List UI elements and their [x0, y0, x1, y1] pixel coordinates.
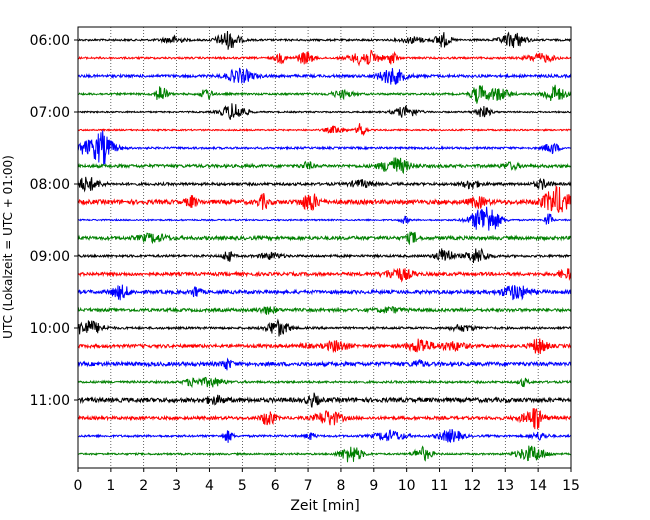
trace-0800	[77, 176, 572, 193]
trace-0930	[77, 284, 572, 301]
x-tick-label: 1	[106, 478, 115, 494]
x-tick-label: 3	[172, 478, 181, 494]
trace-0715	[77, 123, 572, 137]
y-axis-ticks: 06:00 07:00 08:00 09:00 10:00 11:00	[30, 33, 78, 409]
trace-1100	[77, 392, 572, 408]
trace-1130	[78, 428, 572, 443]
x-tick-label: 10	[398, 478, 416, 494]
x-tick-label: 6	[271, 478, 280, 494]
trace-0845	[77, 231, 572, 246]
x-tick-label: 4	[205, 478, 214, 494]
trace-0815	[77, 185, 572, 213]
x-tick-label: 13	[496, 478, 514, 494]
trace-1115	[77, 408, 572, 430]
x-tick-label: 11	[431, 478, 449, 494]
y-tick-label: 08:00	[30, 177, 70, 193]
x-axis-label: Zeit [min]	[290, 498, 359, 514]
trace-1145	[77, 445, 572, 463]
y-tick-label: 06:00	[30, 33, 70, 49]
x-tick-label: 5	[238, 478, 247, 494]
x-tick-label: 15	[562, 478, 580, 494]
trace-1045	[77, 376, 572, 389]
trace-0730	[77, 130, 572, 165]
trace-0645	[77, 84, 572, 104]
trace-0745	[77, 157, 572, 175]
trace-1000	[77, 318, 572, 337]
y-tick-label: 11:00	[30, 393, 70, 409]
x-tick-label: 9	[369, 478, 378, 494]
x-tick-label: 8	[336, 478, 345, 494]
x-tick-label: 2	[139, 478, 148, 494]
y-axis-label: UTC (Lokalzeit = UTC + 01:00)	[1, 155, 15, 339]
trace-0900	[77, 247, 572, 264]
y-tick-label: 07:00	[30, 105, 70, 121]
x-tick-label: 14	[529, 478, 547, 494]
trace-0830	[78, 206, 572, 231]
trace-0600	[77, 30, 572, 50]
trace-1015	[77, 338, 572, 355]
plot-frame	[77, 26, 572, 469]
trace-0700	[77, 103, 572, 120]
trace-0915	[77, 267, 572, 283]
y-tick-label: 10:00	[30, 321, 70, 337]
y-tick-label: 09:00	[30, 249, 70, 265]
trace-0615	[78, 49, 572, 67]
x-tick-label: 7	[304, 478, 313, 494]
trace-layer	[77, 30, 572, 463]
x-tick-label: 0	[74, 478, 83, 494]
x-tick-label: 12	[463, 478, 481, 494]
trace-0945	[77, 306, 572, 315]
trace-0630	[77, 67, 572, 86]
x-axis-ticks: 0 1 2 3 4 5 6 7 8 9 10 11 12 13 14 15	[74, 468, 580, 494]
trace-1030	[77, 357, 572, 371]
